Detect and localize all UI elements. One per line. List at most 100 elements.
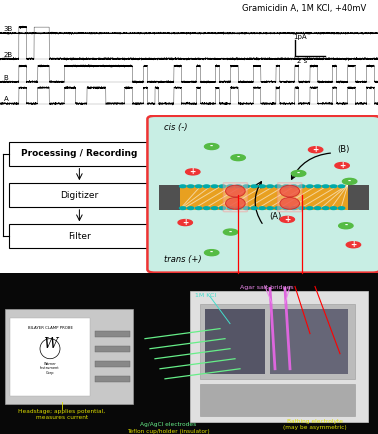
Ellipse shape — [226, 197, 245, 209]
Circle shape — [335, 162, 349, 168]
Circle shape — [307, 185, 313, 187]
Circle shape — [299, 185, 305, 187]
Text: 1M KCl: 1M KCl — [195, 293, 216, 299]
Text: Agar salt bridges: Agar salt bridges — [240, 286, 294, 290]
Circle shape — [219, 207, 226, 210]
Circle shape — [338, 185, 345, 187]
Text: +: + — [313, 145, 319, 154]
Circle shape — [203, 185, 210, 187]
FancyBboxPatch shape — [9, 224, 149, 248]
Circle shape — [275, 185, 281, 187]
Circle shape — [219, 185, 226, 187]
FancyBboxPatch shape — [9, 183, 149, 207]
Text: Filter: Filter — [68, 232, 91, 241]
Text: -: - — [229, 227, 232, 237]
Bar — [200, 303, 355, 379]
Circle shape — [195, 185, 202, 187]
Circle shape — [259, 207, 265, 210]
Circle shape — [251, 185, 257, 187]
FancyBboxPatch shape — [9, 142, 149, 166]
Text: Teflon cup/holder (insulator): Teflon cup/holder (insulator) — [127, 429, 209, 434]
Circle shape — [330, 207, 337, 210]
Bar — [95, 345, 130, 352]
Circle shape — [308, 147, 323, 153]
Bar — [348, 185, 369, 210]
Bar — [159, 185, 180, 210]
Circle shape — [299, 207, 305, 210]
Bar — [270, 309, 348, 374]
Text: (A): (A) — [270, 212, 282, 221]
Circle shape — [291, 185, 297, 187]
Bar — [180, 185, 348, 210]
Circle shape — [338, 207, 345, 210]
Text: +: + — [339, 161, 345, 170]
Circle shape — [267, 207, 273, 210]
Circle shape — [235, 185, 242, 187]
Circle shape — [211, 185, 218, 187]
Ellipse shape — [280, 185, 300, 197]
Text: -: - — [348, 177, 351, 186]
Circle shape — [235, 207, 242, 210]
Text: Headstage; applies potential,
measures current: Headstage; applies potential, measures c… — [19, 409, 105, 420]
Text: A: A — [4, 96, 9, 102]
Circle shape — [187, 185, 194, 187]
Circle shape — [187, 207, 194, 210]
Circle shape — [283, 185, 289, 187]
Circle shape — [195, 207, 202, 210]
Text: trans (+): trans (+) — [164, 255, 202, 264]
Text: +: + — [284, 215, 290, 224]
Circle shape — [204, 144, 219, 150]
Text: -: - — [210, 248, 213, 257]
Circle shape — [267, 185, 273, 187]
Circle shape — [259, 185, 265, 187]
Bar — [200, 384, 355, 416]
Bar — [95, 331, 130, 337]
FancyBboxPatch shape — [147, 116, 378, 273]
Circle shape — [243, 185, 249, 187]
Circle shape — [291, 171, 306, 177]
Text: 1pA: 1pA — [293, 34, 307, 40]
Text: -: - — [344, 221, 347, 230]
Text: cis (-): cis (-) — [164, 123, 188, 132]
Circle shape — [314, 185, 321, 187]
Text: B: B — [4, 75, 9, 81]
Circle shape — [231, 155, 245, 161]
Circle shape — [330, 185, 337, 187]
Text: Bathing electrolyte
(may be asymmetric): Bathing electrolyte (may be asymmetric) — [283, 419, 347, 430]
Circle shape — [280, 217, 294, 222]
Bar — [10, 318, 90, 396]
Text: (B): (B) — [338, 145, 350, 154]
Circle shape — [178, 220, 192, 226]
Text: 2B: 2B — [4, 52, 13, 58]
Text: -: - — [297, 169, 300, 178]
Circle shape — [243, 207, 249, 210]
Circle shape — [346, 242, 361, 248]
FancyBboxPatch shape — [277, 183, 302, 212]
Text: Warner
Instrument
Corp: Warner Instrument Corp — [40, 362, 60, 375]
Text: Ag/AgCl electrodes: Ag/AgCl electrodes — [140, 422, 196, 427]
Text: BILAYER CLAMP PROBE: BILAYER CLAMP PROBE — [28, 326, 73, 329]
Text: Gramicidin A, 1M KCl, +40mV: Gramicidin A, 1M KCl, +40mV — [242, 4, 367, 13]
Circle shape — [342, 178, 357, 184]
Circle shape — [180, 207, 186, 210]
Circle shape — [227, 185, 234, 187]
Circle shape — [251, 207, 257, 210]
Circle shape — [322, 185, 329, 187]
Text: -: - — [210, 142, 213, 151]
Circle shape — [223, 229, 238, 235]
Circle shape — [283, 207, 289, 210]
Text: +: + — [190, 168, 196, 176]
Text: -: - — [237, 153, 240, 162]
Text: +: + — [350, 240, 356, 249]
Text: Processing / Recording: Processing / Recording — [21, 149, 138, 158]
Circle shape — [322, 207, 329, 210]
Bar — [95, 361, 130, 367]
Ellipse shape — [226, 185, 245, 197]
Circle shape — [275, 207, 281, 210]
Bar — [95, 376, 130, 382]
Text: 3B: 3B — [4, 26, 13, 32]
Circle shape — [339, 223, 353, 229]
Circle shape — [307, 207, 313, 210]
Ellipse shape — [280, 197, 300, 209]
Text: W: W — [43, 337, 57, 351]
